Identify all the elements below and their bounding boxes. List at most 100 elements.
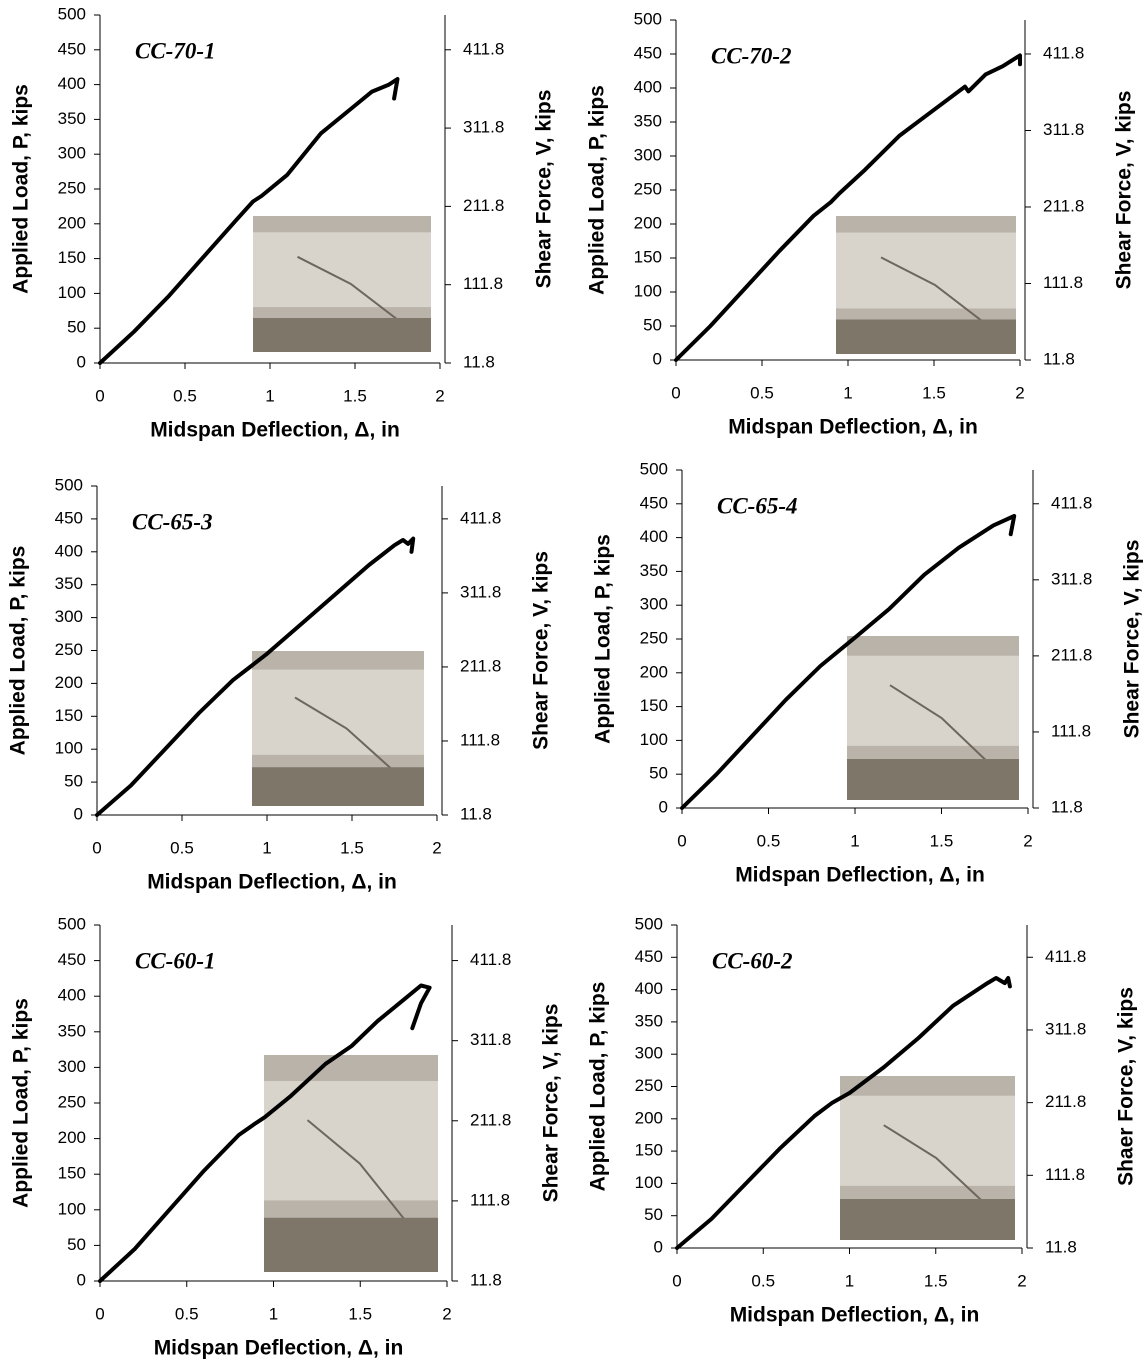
y2-tick-label: 411.8 — [470, 950, 511, 969]
y2-tick-label: 311.8 — [460, 582, 501, 601]
y2-tick-label: 311.8 — [470, 1030, 511, 1049]
x-tick-label: 0 — [672, 1271, 681, 1290]
y2-tick-label: 211.8 — [1051, 645, 1092, 664]
y2-tick-label: 211.8 — [1045, 1092, 1086, 1111]
y-tick-label: 450 — [55, 508, 83, 527]
y2-tick-label: 111.8 — [470, 1190, 510, 1209]
y-tick-label: 350 — [635, 1011, 663, 1030]
y-tick-label: 150 — [58, 248, 86, 267]
y-tick-label: 150 — [634, 247, 662, 266]
y-tick-label: 500 — [55, 475, 83, 494]
data-line — [680, 514, 1017, 810]
y-tick-label: 200 — [55, 673, 83, 692]
y2-tick-label: 11.8 — [460, 804, 492, 823]
y-tick-label: 150 — [55, 706, 83, 725]
y2-axis-label: Shear Force, V, kips — [530, 551, 553, 750]
y2-tick-label: 411.8 — [1043, 43, 1084, 62]
panel-title: CC-60-2 — [712, 948, 793, 973]
y-tick-label: 250 — [55, 640, 83, 659]
y-tick-label: 150 — [58, 1164, 86, 1183]
data-line — [95, 536, 416, 817]
y-axis-label: Applied Load, P, kips — [10, 998, 33, 1208]
panel-title: CC-70-2 — [711, 43, 792, 68]
panel: 0 50 100 150 200 250 300 350 400 450 500 11.8 111.8 2… — [587, 914, 1138, 1326]
y2-tick-label: 111.8 — [1043, 273, 1083, 292]
y2-axis-label: Shear Force, V, kips — [540, 1004, 563, 1203]
y-tick-label: 200 — [58, 213, 86, 232]
y-tick-label: 300 — [634, 145, 662, 164]
panel-title: CC-60-1 — [135, 948, 216, 973]
y2-axis-label: Shear Force, V, kips — [533, 90, 556, 289]
x-tick-label: 1.5 — [930, 831, 954, 850]
data-line — [675, 976, 1012, 1250]
y-tick-label: 0 — [659, 797, 668, 816]
y2-tick-label: 11.8 — [470, 1270, 502, 1289]
y-tick-label: 250 — [58, 178, 86, 197]
y-tick-label: 200 — [640, 662, 668, 681]
y-tick-label: 450 — [640, 493, 668, 512]
y-tick-label: 450 — [635, 947, 663, 966]
y2-tick-label: 211.8 — [1043, 196, 1084, 215]
y-tick-label: 50 — [643, 315, 662, 334]
y-tick-label: 500 — [58, 914, 86, 933]
y-tick-label: 300 — [58, 1057, 86, 1076]
y-tick-label: 250 — [640, 628, 668, 647]
panel-title: CC-70-1 — [135, 38, 216, 63]
x-tick-label: 2 — [435, 386, 444, 405]
data-line — [98, 77, 400, 365]
panel: 0 50 100 150 200 250 300 350 400 450 500 11.8 111.8 2… — [592, 459, 1144, 886]
y-tick-label: 400 — [640, 527, 668, 546]
y-tick-label: 0 — [653, 349, 662, 368]
x-tick-label: 2 — [432, 838, 441, 857]
y-tick-label: 100 — [58, 1199, 86, 1218]
x-tick-label: 1 — [265, 386, 274, 405]
y-tick-label: 100 — [640, 730, 668, 749]
y2-tick-label: 411.8 — [1051, 493, 1092, 512]
y-tick-label: 350 — [55, 574, 83, 593]
x-tick-label: 0.5 — [751, 1271, 775, 1290]
y-tick-label: 150 — [635, 1141, 663, 1160]
y2-tick-label: 111.8 — [1045, 1165, 1085, 1184]
y-axis-label: Applied Load, P, kips — [586, 85, 609, 295]
photo-floor — [252, 767, 424, 806]
y-tick-label: 350 — [640, 561, 668, 580]
y-tick-label: 200 — [634, 213, 662, 232]
y2-tick-label: 11.8 — [1051, 797, 1083, 816]
photo-crack — [306, 1119, 422, 1241]
y-tick-label: 250 — [635, 1076, 663, 1095]
y-axis-label: Applied Load, P, kips — [10, 84, 33, 294]
y-tick-label: 50 — [649, 764, 668, 783]
x-tick-label: 1 — [269, 1304, 278, 1323]
y-tick-label: 300 — [58, 144, 86, 163]
y-axis-label: Applied Load, P, kips — [592, 534, 615, 744]
x-tick-label: 0.5 — [175, 1304, 199, 1323]
y-tick-label: 300 — [640, 595, 668, 614]
y-tick-label: 300 — [55, 607, 83, 626]
photo-beam — [252, 669, 424, 755]
photo-floor — [847, 759, 1019, 800]
photo-floor — [840, 1199, 1015, 1240]
photo-crack — [297, 255, 414, 333]
panel: 0 50 100 150 200 250 300 350 400 450 500 11.8 111.8 2… — [10, 914, 563, 1359]
photo-beam — [840, 1095, 1015, 1186]
x-tick-label: 1 — [845, 1271, 854, 1290]
x-tick-label: 0 — [95, 386, 104, 405]
y2-tick-label: 111.8 — [1051, 721, 1091, 740]
y-tick-label: 350 — [634, 111, 662, 130]
y2-axis-label: Shear Force, V, kips — [1121, 540, 1144, 739]
x-axis-label: Midspan Deflection, Δ, in — [730, 1304, 980, 1327]
panel-title: CC-65-3 — [132, 509, 213, 534]
x-axis-label: Midspan Deflection, Δ, in — [154, 1337, 404, 1360]
y-tick-label: 400 — [634, 77, 662, 96]
y-tick-label: 400 — [55, 541, 83, 560]
y-tick-label: 50 — [64, 772, 83, 791]
x-axis-label: Midspan Deflection, Δ, in — [150, 419, 400, 442]
y-tick-label: 50 — [644, 1205, 663, 1224]
y2-tick-label: 111.8 — [463, 274, 503, 293]
y2-tick-label: 11.8 — [1045, 1237, 1077, 1256]
y2-tick-label: 211.8 — [460, 656, 501, 675]
x-tick-label: 1.5 — [924, 1271, 948, 1290]
y-tick-label: 100 — [55, 739, 83, 758]
y-axis-label: Applied Load, P, kips — [7, 546, 30, 756]
y-tick-label: 100 — [634, 281, 662, 300]
